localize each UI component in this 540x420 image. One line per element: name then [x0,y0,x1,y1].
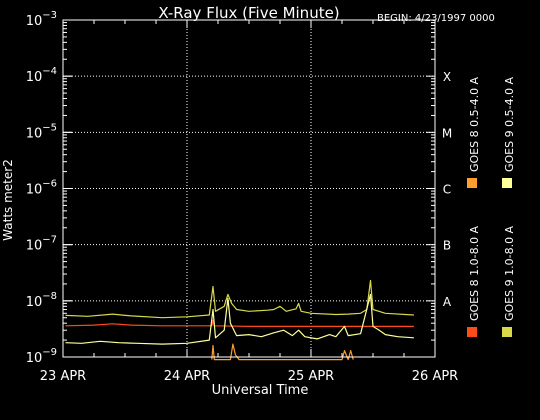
y-tick-label: 10−9 [26,347,57,366]
legend-swatch [502,178,512,188]
legend-label: GOES 9 1.0-8.0 A [503,225,516,321]
legend-label: GOES 9 0.5-4.0 A [503,76,516,172]
legend: GOES 8 0.5-4.0 A GOES 8 1.0-8.0 A GOES 9 0… [467,76,516,337]
chart-title: X-Ray Flux (Five Minute) [158,4,339,22]
begin-date-label: BEGIN: 4/23/1997 0000 [377,13,495,24]
flare-class-label: C [443,183,451,197]
y-tick-label: 10−8 [26,291,57,310]
x-axis-title: Universal Time [212,383,309,398]
legend-label: GOES 8 0.5-4.0 A [468,76,481,172]
y-axis-title: Watts meter2 [1,159,15,241]
x-tick-label: 23 APR [40,369,86,384]
y-tick-label: 10−3 [26,10,57,29]
x-tick-label: 26 APR [412,369,458,384]
y-tick-label: 10−7 [26,235,57,254]
flare-class-label: M [442,126,452,140]
series-line [65,279,414,319]
flare-class-label: B [443,239,451,253]
series-line [65,319,414,327]
flare-class-label: X [443,70,451,84]
legend-swatch [502,327,512,337]
flare-class-axis: X M C B A [442,70,452,309]
flare-class-label: A [443,295,452,309]
x-tick-label: 24 APR [164,369,210,384]
legend-swatch [467,327,477,337]
legend-swatch [467,178,477,188]
x-tick-label: 25 APR [288,369,334,384]
y-tick-label: 10−5 [26,122,57,141]
series-line [65,293,414,345]
x-axis: 23 APR 24 APR 25 APR 26 APR [40,20,458,384]
y-axis: 10−3 10−4 10−5 10−6 10−7 10−8 10−9 [26,10,435,366]
grid [63,20,435,357]
y-tick-label: 10−6 [26,179,57,198]
legend-label: GOES 8 1.0-8.0 A [468,225,481,321]
series-lines [65,279,414,361]
y-tick-label: 10−4 [26,66,57,85]
